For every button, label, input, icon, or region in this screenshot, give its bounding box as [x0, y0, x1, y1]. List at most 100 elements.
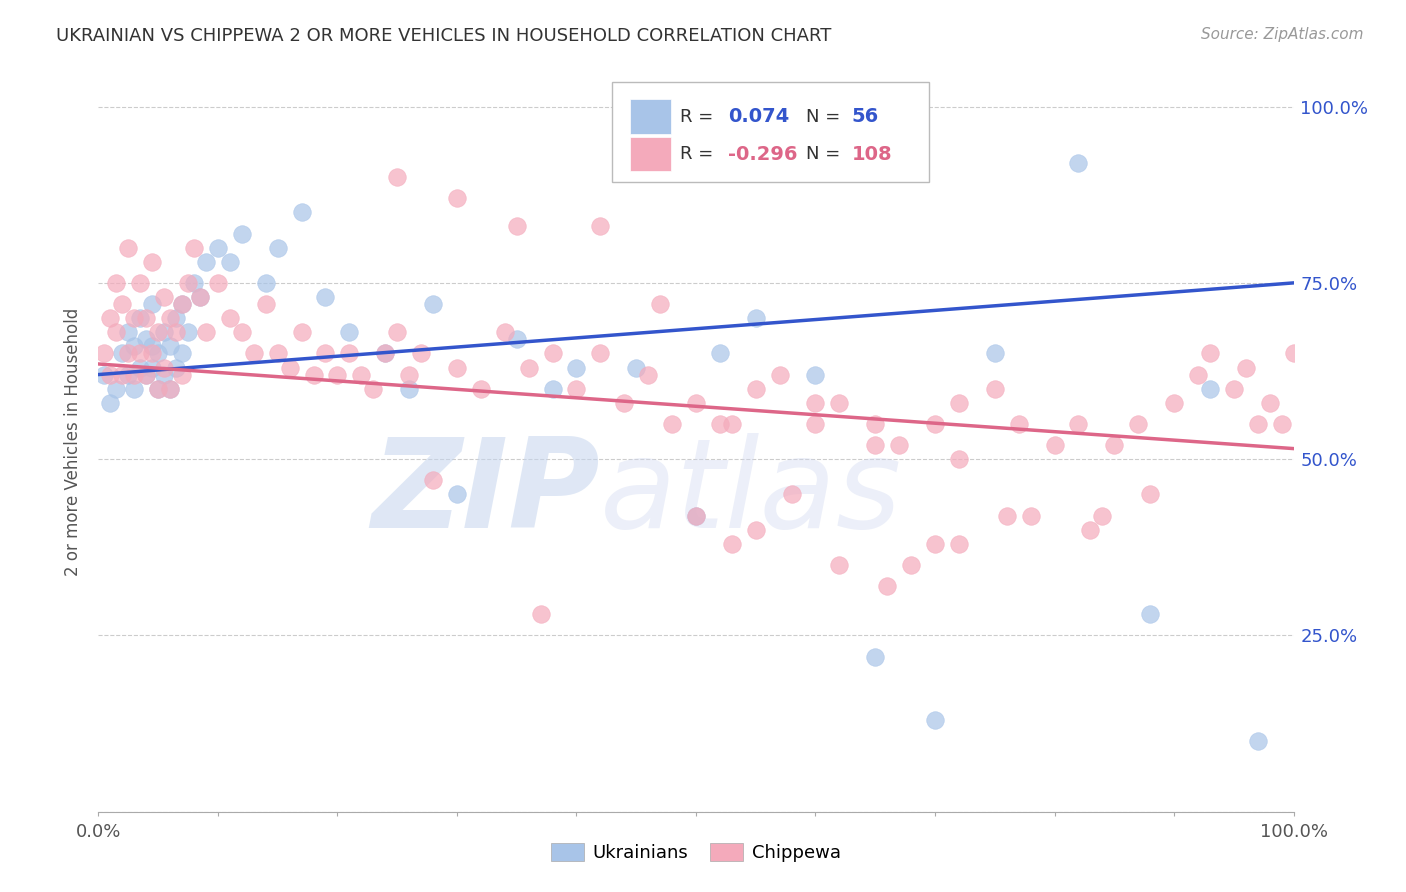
Point	[93, 368, 115, 382]
Point	[637, 368, 659, 382]
Point	[506, 219, 529, 234]
Point	[135, 332, 157, 346]
Text: N =: N =	[806, 108, 846, 126]
Point	[804, 396, 827, 410]
Point	[924, 537, 946, 551]
Point	[188, 290, 211, 304]
Point	[172, 297, 194, 311]
Point	[948, 452, 970, 467]
Text: 108: 108	[852, 145, 891, 164]
Point	[865, 417, 887, 431]
Point	[165, 360, 187, 375]
Point	[1128, 417, 1150, 431]
Text: 56: 56	[852, 107, 879, 126]
Point	[865, 649, 887, 664]
Point	[1199, 346, 1222, 360]
Point	[1008, 417, 1031, 431]
Point	[315, 346, 337, 360]
Point	[183, 276, 205, 290]
Point	[207, 276, 229, 290]
Point	[721, 417, 744, 431]
Point	[148, 325, 170, 339]
Point	[745, 382, 768, 396]
Point	[398, 368, 420, 382]
Point	[948, 396, 970, 410]
Point	[231, 227, 253, 241]
Point	[117, 241, 139, 255]
Point	[148, 346, 170, 360]
Point	[385, 325, 409, 339]
Point	[828, 396, 851, 410]
Point	[267, 346, 290, 360]
Point	[172, 346, 194, 360]
Point	[254, 276, 277, 290]
Legend: Ukrainians, Chippewa: Ukrainians, Chippewa	[544, 836, 848, 870]
Point	[745, 311, 768, 326]
Y-axis label: 2 or more Vehicles in Household: 2 or more Vehicles in Household	[65, 308, 83, 575]
Point	[984, 382, 1007, 396]
Point	[195, 325, 218, 339]
Point	[661, 417, 683, 431]
Point	[129, 360, 152, 375]
Point	[315, 290, 337, 304]
Point	[172, 368, 194, 382]
Point	[517, 360, 540, 375]
Point	[350, 368, 373, 382]
Point	[129, 311, 152, 326]
Point	[1187, 368, 1209, 382]
Point	[302, 368, 325, 382]
Point	[685, 508, 707, 523]
Point	[422, 473, 444, 487]
Point	[1247, 417, 1270, 431]
Point	[153, 290, 176, 304]
Point	[1067, 156, 1090, 170]
Point	[207, 241, 229, 255]
Point	[153, 325, 176, 339]
Point	[159, 311, 181, 326]
Point	[804, 368, 827, 382]
Point	[98, 396, 122, 410]
Text: UKRAINIAN VS CHIPPEWA 2 OR MORE VEHICLES IN HOUSEHOLD CORRELATION CHART: UKRAINIAN VS CHIPPEWA 2 OR MORE VEHICLES…	[56, 27, 831, 45]
Text: -0.296: -0.296	[728, 145, 797, 164]
Point	[530, 607, 553, 622]
Text: Source: ZipAtlas.com: Source: ZipAtlas.com	[1201, 27, 1364, 42]
Point	[889, 438, 911, 452]
Point	[267, 241, 290, 255]
Point	[105, 276, 128, 290]
Point	[159, 339, 181, 353]
Point	[1199, 382, 1222, 396]
Point	[745, 523, 768, 537]
Point	[93, 346, 115, 360]
Point	[98, 311, 122, 326]
Point	[141, 339, 163, 353]
Point	[124, 339, 146, 353]
Point	[1019, 508, 1042, 523]
Point	[411, 346, 433, 360]
Point	[1247, 734, 1270, 748]
Point	[135, 311, 157, 326]
Point	[254, 297, 277, 311]
Point	[995, 508, 1018, 523]
Point	[828, 558, 851, 572]
Point	[148, 382, 170, 396]
Point	[111, 346, 134, 360]
Point	[709, 346, 731, 360]
FancyBboxPatch shape	[630, 100, 671, 134]
Point	[1234, 360, 1257, 375]
Point	[219, 311, 242, 326]
Point	[506, 332, 529, 346]
Point	[1223, 382, 1246, 396]
Point	[124, 382, 146, 396]
Point	[135, 368, 157, 382]
Point	[124, 311, 146, 326]
Point	[948, 537, 970, 551]
Point	[494, 325, 516, 339]
Point	[148, 382, 170, 396]
Point	[709, 417, 731, 431]
Point	[541, 382, 564, 396]
Point	[159, 382, 181, 396]
Point	[153, 368, 176, 382]
Point	[1104, 438, 1126, 452]
Point	[339, 346, 361, 360]
Point	[153, 360, 176, 375]
